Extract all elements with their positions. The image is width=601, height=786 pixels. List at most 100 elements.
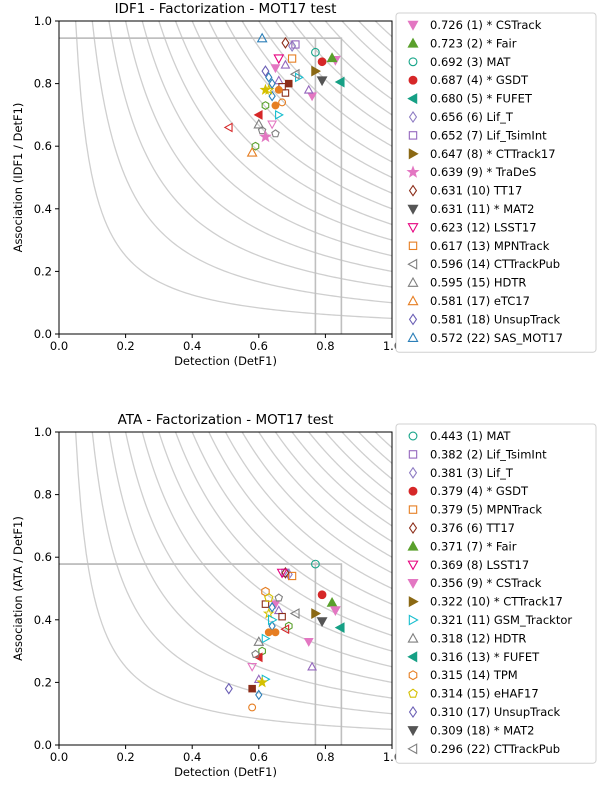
- legend-item: 0.318 (12) HDTR: [407, 631, 526, 645]
- iso-contour-line: [258, 21, 392, 147]
- data-point: [270, 64, 281, 74]
- iso-contour-line: [241, 432, 392, 574]
- data-point: [317, 57, 327, 67]
- guide-line: [59, 37, 317, 334]
- legend-marker: [408, 110, 418, 124]
- chart-ata: 0.0 0.2 0.4 0.6 0.8 1.00.00.20.40.60.81.0ATA …: [11, 412, 597, 779]
- data-point: [271, 101, 280, 110]
- legend-item: 0.687 (4) * GSDT: [408, 73, 529, 87]
- legend-marker: [407, 632, 419, 643]
- legend-label: 0.726 (1) * CSTrack: [430, 18, 542, 32]
- y-tick-label: 0.0: [34, 738, 52, 752]
- data-point: [248, 703, 257, 712]
- legend-label: 0.617 (13) MPNTrack: [430, 239, 550, 253]
- x-axis-label: Detection (DetF1): [174, 765, 277, 779]
- chart-title: ATA - Factorization - MOT17 test: [118, 412, 334, 428]
- y-tick-label: 0.4: [34, 202, 52, 216]
- ticks: 0.0 0.2 0.4 0.6 0.8 1.00.00.20.40.60.81.0: [34, 14, 401, 353]
- legend-item: 0.596 (14) CTTrackPub: [407, 257, 560, 271]
- iso-contour-line: [208, 21, 392, 194]
- iso-contour-line: [108, 21, 392, 288]
- iso-contour-line: [324, 21, 392, 85]
- y-axis-label: Association (IDF1 / DetF1): [11, 103, 25, 253]
- x-tick-label: 0.4: [183, 339, 201, 353]
- legend-marker: [407, 332, 419, 343]
- data-point: [287, 571, 297, 581]
- legend-item: 0.595 (15) HDTR: [407, 276, 526, 290]
- data-point: [246, 146, 258, 157]
- legend-label: 0.656 (6) Lif_T: [430, 110, 514, 124]
- data-point: [278, 612, 286, 621]
- legend-marker: [408, 670, 418, 681]
- legend-marker: [407, 743, 418, 755]
- data-point: [264, 628, 273, 637]
- data-point: [316, 76, 328, 87]
- data-point: [275, 109, 284, 120]
- legend-label: 0.692 (3) MAT: [430, 55, 511, 69]
- legend-marker: [408, 521, 418, 535]
- legend-marker: [408, 241, 418, 251]
- legend-label: 0.596 (14) CTTrackPub: [430, 257, 560, 271]
- iso-contour-line: [241, 21, 392, 163]
- data-point: [311, 65, 322, 77]
- legend-label: 0.572 (22) SAS_MOT17: [430, 331, 563, 345]
- iso-contour-line: [274, 432, 392, 543]
- data-point: [259, 83, 272, 95]
- data-point: [271, 129, 280, 138]
- chart-title: IDF1 - Factorization - MOT17 test: [115, 1, 337, 17]
- y-tick-label: 1.0: [34, 14, 52, 28]
- legend-item: 0.296 (22) CTTrackPub: [407, 742, 560, 756]
- legend-marker: [407, 204, 419, 215]
- legend-item: 0.692 (3) MAT: [408, 55, 511, 69]
- data-point: [273, 54, 285, 65]
- legend-marker: [407, 223, 419, 234]
- data-point: [223, 122, 233, 133]
- legend-label: 0.647 (8) * CTTrack17: [430, 147, 556, 161]
- data-point: [311, 47, 320, 57]
- iso-contour-line: [324, 432, 392, 496]
- ticks: 0.0 0.2 0.4 0.6 0.8 1.00.00.20.40.60.81.0: [34, 425, 401, 764]
- y-tick-label: 0.8: [34, 77, 52, 91]
- legend-item: 0.356 (9) * CSTrack: [407, 576, 542, 590]
- y-tick-label: 0.2: [34, 264, 52, 278]
- iso-contour-line: [191, 432, 392, 621]
- data-point: [334, 76, 345, 88]
- unlabeled-points: [247, 593, 318, 712]
- data-point: [267, 120, 278, 130]
- legend-marker: [407, 258, 418, 270]
- highlight-guides: [59, 37, 343, 334]
- legend-label: 0.443 (1) MAT: [430, 429, 511, 443]
- iso-contour-line: [208, 432, 392, 605]
- data-point: [326, 52, 338, 63]
- legend-label: 0.371 (7) * Fair: [430, 539, 517, 553]
- legend-label: 0.321 (11) GSM_Tracktor: [430, 613, 572, 627]
- legend-item: 0.314 (15) eHAF17: [408, 687, 539, 701]
- y-axis-label: Association (ATA / DetF1): [11, 516, 25, 661]
- legend-item: 0.680 (5) * FUFET: [407, 92, 533, 106]
- legend-item: 0.581 (18) UnsupTrack: [408, 312, 561, 326]
- x-axis-label: Detection (DetF1): [174, 354, 277, 368]
- legend-label: 0.631 (10) TT17: [430, 184, 522, 198]
- legend: 0.726 (1) * CSTrack 0.723 (2) * Fair 0.692…: [395, 12, 597, 353]
- legend-item: 0.316 (13) * FUFET: [407, 650, 540, 664]
- data-point: [291, 40, 300, 49]
- legend-item: 0.617 (13) MPNTrack: [408, 239, 550, 253]
- data-point: [288, 40, 297, 52]
- iso-contour-line: [174, 432, 392, 637]
- legend-item: 0.381 (3) Lif_T: [408, 466, 514, 480]
- data-point: [276, 568, 288, 579]
- legend-marker: [408, 596, 419, 608]
- iso-contour-line: [358, 21, 392, 53]
- y-tick-label: 0.6: [34, 139, 52, 153]
- data-point: [311, 559, 320, 569]
- data-point: [268, 601, 276, 613]
- legend-label: 0.356 (9) * CSTrack: [430, 576, 542, 590]
- legend-item: 0.647 (8) * CTTrack17: [408, 147, 556, 161]
- data-point: [261, 101, 270, 110]
- legend-item: 0.723 (2) * Fair: [407, 36, 517, 50]
- data-point: [253, 118, 265, 129]
- legend-box: [395, 423, 597, 764]
- legend-marker: [408, 184, 418, 197]
- legend-label: 0.631 (11) * MAT2: [430, 202, 534, 216]
- legend-marker: [408, 705, 418, 719]
